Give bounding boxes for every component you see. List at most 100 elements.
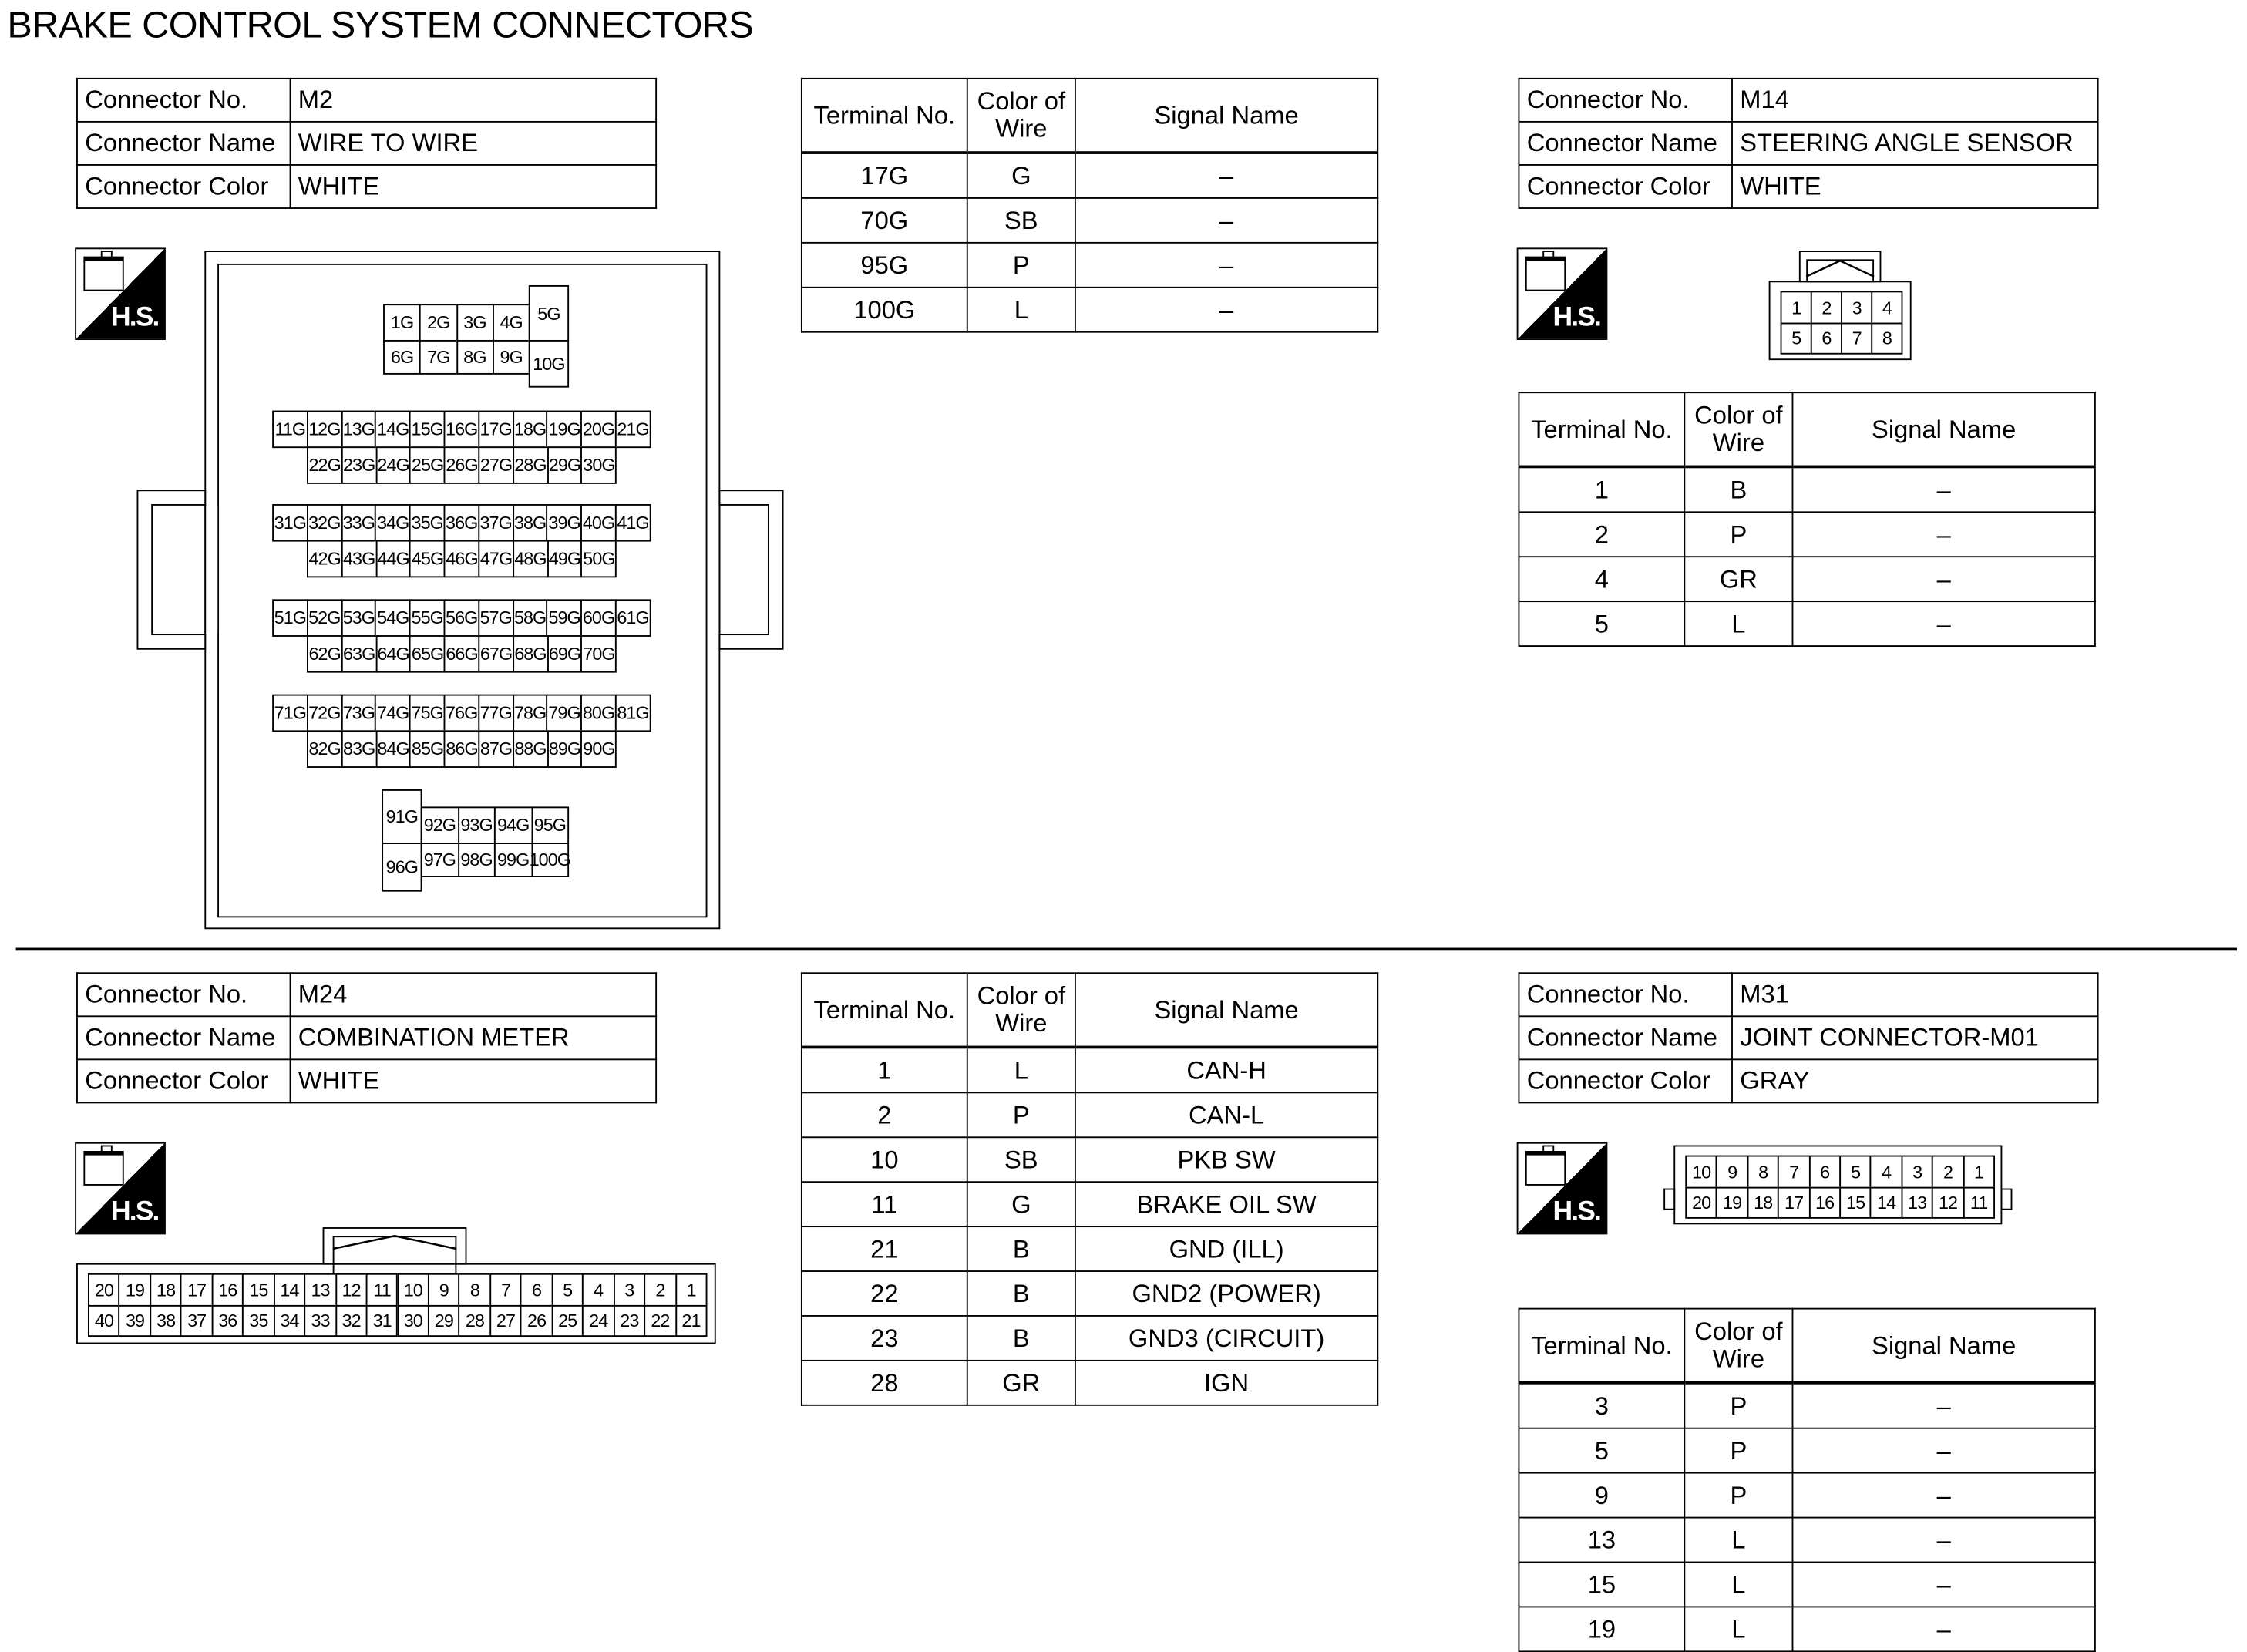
signal-name: CAN-L (1074, 1092, 1379, 1139)
info-label: Connector Color (1518, 164, 1733, 209)
terminal-table: Terminal No. Color of Wire Signal Name 3 P –5 P… (1518, 1307, 2096, 1652)
pin-cell: 46G (443, 540, 480, 578)
pin-cell: 33 (304, 1304, 337, 1337)
terminal-header-row: Terminal No. Color of Wire Signal Name (1518, 392, 2096, 469)
pin-cell: 22G (307, 446, 343, 484)
pin-cell: 13G (341, 410, 377, 449)
info-row: Connector Color WHITE (76, 164, 658, 209)
wire-color: P (1684, 511, 1794, 558)
pin-cell: 1G (383, 304, 422, 342)
table-row: 3 P – (1518, 1381, 2096, 1429)
pin-cell: 39G (546, 504, 583, 542)
pin-cell: 38G (512, 504, 548, 542)
pin-cell: 61G (614, 599, 651, 637)
terminal-no: 70G (800, 197, 968, 244)
mask (707, 505, 719, 634)
pin-cell: 13 (304, 1273, 337, 1307)
pin-cell: 4G (492, 304, 530, 342)
table-row: 2 P – (1518, 511, 2096, 558)
pin-cell: 89G (547, 730, 583, 768)
pin-cell: 50G (580, 540, 617, 578)
pin-cell: 12 (1932, 1186, 1964, 1219)
pin-cell: 4 (582, 1273, 615, 1307)
terminal-header-row: Terminal No. Color of Wire Signal Name (800, 972, 1379, 1049)
pin-cell: 11 (1963, 1186, 1995, 1219)
pin-cell: 1 (674, 1273, 708, 1307)
table-row: 9 P – (1518, 1472, 2096, 1519)
terminal-no: 1 (1518, 466, 1686, 513)
header-terminal-no: Terminal No. (800, 972, 968, 1049)
pin-cell: 7 (1778, 1155, 1811, 1189)
signal-name: CAN-H (1074, 1046, 1379, 1094)
info-row: Connector Color GRAY (1518, 1058, 2099, 1104)
terminal-no: 2 (800, 1092, 968, 1139)
pin-cell: 18G (512, 410, 548, 449)
info-value-name: COMBINATION METER (289, 1015, 658, 1061)
info-value-no: M24 (289, 972, 658, 1018)
pin-cell: 5 (1839, 1155, 1872, 1189)
pin-cell: 39 (119, 1304, 151, 1337)
table-row: 4 GR – (1518, 556, 2096, 603)
wire-color: L (966, 286, 1076, 333)
pin-cell: 96G (382, 843, 422, 892)
pin-cell: 74G (375, 694, 411, 732)
terminal-no: 5 (1518, 601, 1686, 648)
info-value-color: WHITE (289, 1058, 658, 1104)
pin-cell: 7G (419, 339, 458, 375)
pin-cell: 22 (644, 1304, 677, 1337)
signal-name: GND3 (CIRCUIT) (1074, 1315, 1379, 1361)
pin-cell: 30 (396, 1304, 429, 1337)
header-terminal-no: Terminal No. (1518, 1307, 1686, 1385)
header-signal-name: Signal Name (1074, 972, 1379, 1049)
terminal-no: 5 (1518, 1427, 1686, 1474)
pin-cell: 3 (613, 1273, 646, 1307)
signal-name: PKB SW (1074, 1136, 1379, 1183)
pin-cell: 19 (1716, 1186, 1749, 1219)
table-row: 22 B GND2 (POWER) (800, 1270, 1379, 1317)
signal-name: – (1791, 601, 2096, 648)
pin-cell: 8 (1747, 1155, 1780, 1189)
wire-color: B (966, 1315, 1076, 1361)
pin-cell: 24 (582, 1304, 615, 1337)
pin-cell: 6 (520, 1273, 553, 1307)
pin-cell: 5 (1780, 322, 1812, 355)
pin-cell: 59G (546, 599, 583, 637)
info-label: Connector No. (76, 77, 291, 123)
wire-color: P (966, 241, 1076, 288)
pin-cell: 70G (580, 635, 617, 673)
table-row: 19 L – (1518, 1606, 2096, 1652)
pin-cell: 41G (614, 504, 651, 542)
pin-cell: 7 (1841, 322, 1873, 355)
hs-label: H.S. (1552, 302, 1601, 333)
pin-cell: 92G (420, 806, 459, 844)
terminal-no: 23 (800, 1315, 968, 1361)
terminal-header-row: Terminal No. Color of Wire Signal Name (800, 77, 1379, 154)
pin-cell: 17G (477, 410, 514, 449)
signal-name: – (1074, 286, 1379, 333)
table-row: 28 GR IGN (800, 1359, 1379, 1406)
pin-cell: 98G (457, 843, 496, 877)
pin-cell: 57G (477, 599, 514, 637)
table-row: 1 B – (1518, 466, 2096, 513)
pin-cell: 75G (409, 694, 446, 732)
pin-cell: 67G (478, 635, 514, 673)
header-signal-name: Signal Name (1791, 392, 2096, 469)
pin-cell: 36G (443, 504, 479, 542)
pin-cell: 5G (528, 284, 570, 342)
signal-name: IGN (1074, 1359, 1379, 1406)
wire-color: GR (966, 1359, 1076, 1406)
pin-cell: 55G (409, 599, 446, 637)
wire-color: B (966, 1270, 1076, 1317)
pin-cell: 35 (242, 1304, 275, 1337)
table-row: 5 P – (1518, 1427, 2096, 1474)
info-row: Connector Name JOINT CONNECTOR-M01 (1518, 1015, 2099, 1061)
pin-cell: 25 (551, 1304, 584, 1337)
pin-cell: 86G (443, 730, 480, 768)
harness-side-icon: H.S. (75, 247, 166, 340)
terminal-no: 95G (800, 241, 968, 288)
hs-label: H.S. (1552, 1196, 1601, 1228)
harness-side-icon: H.S. (1516, 1142, 1608, 1235)
pin-cell: 83G (341, 730, 377, 768)
page-title: BRAKE CONTROL SYSTEM CONNECTORS (7, 2, 754, 46)
